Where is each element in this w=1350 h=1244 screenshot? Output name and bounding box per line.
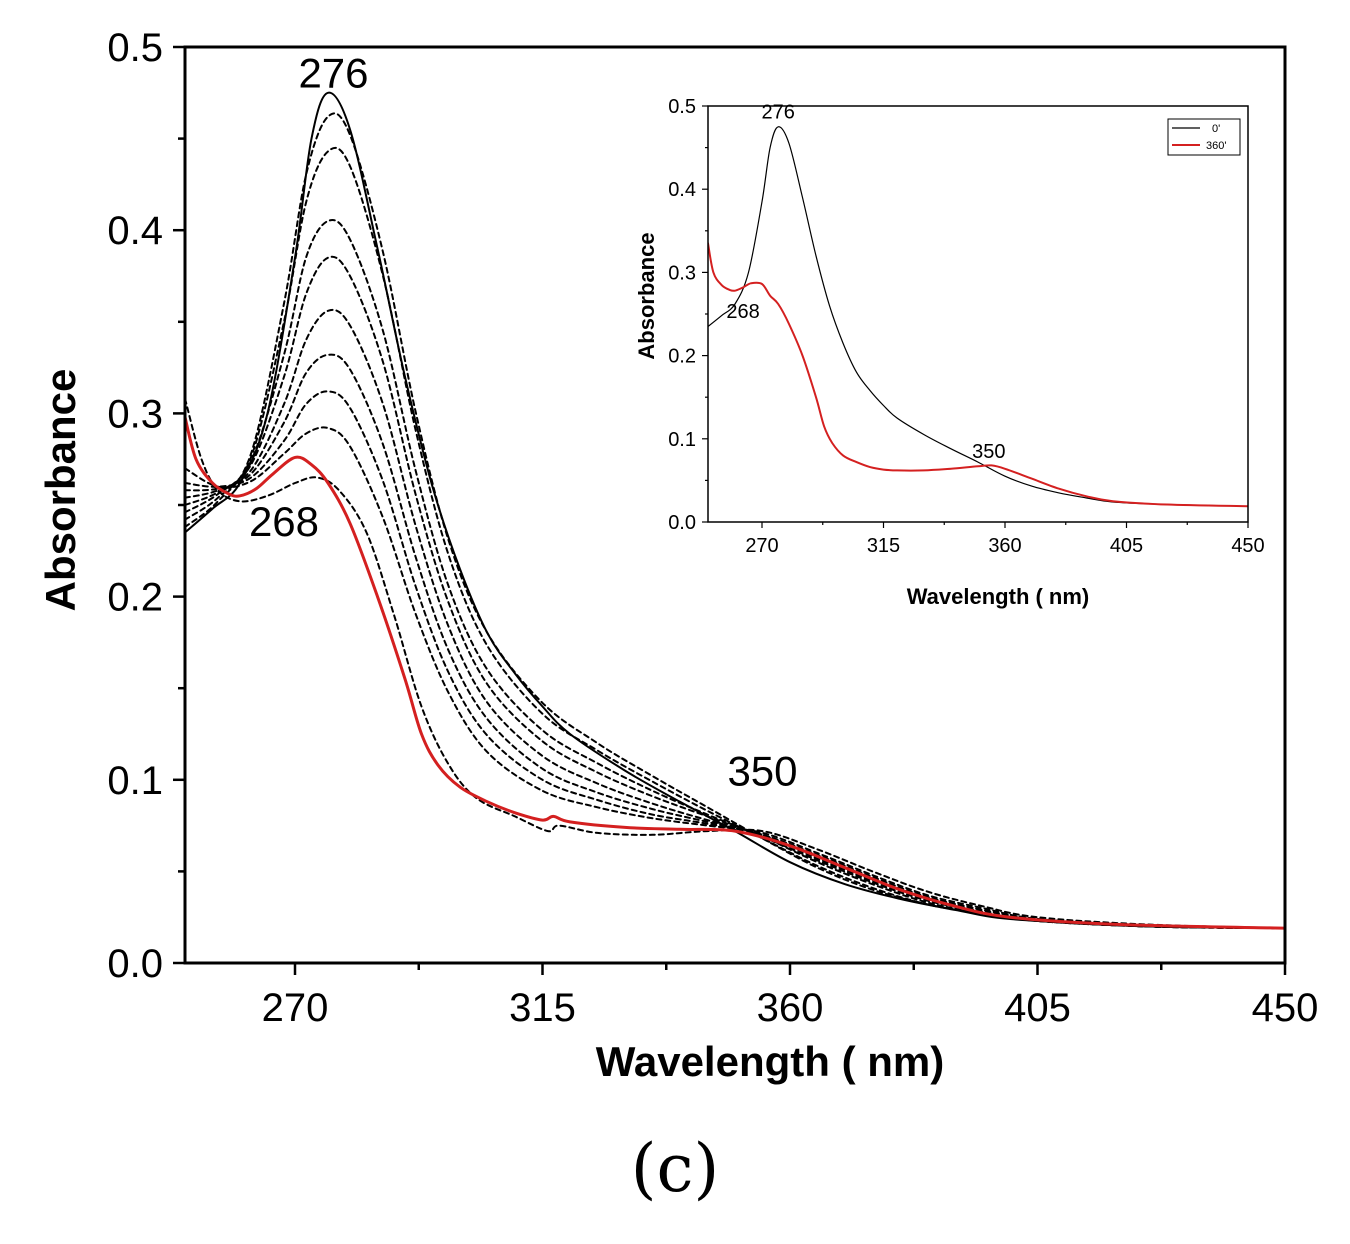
main-series-360-line (185, 415, 1285, 930)
inset-background (708, 106, 1248, 522)
inset-y-tick-label: 0.5 (668, 96, 696, 118)
inset-y-tick-label: 0.2 (668, 346, 696, 368)
inset-chart: 270 315 360 405 450 0.0 0.1 0.2 0.3 0.4 0.5 276 268… (634, 96, 1265, 609)
legend-label-0: 0' (1212, 123, 1220, 135)
main-series-0-line (185, 91, 1285, 930)
inset-y-tick-label: 0.3 (668, 262, 696, 284)
inset-annotations: 276 268 350 (726, 101, 1005, 462)
inset-x-tick-label: 360 (988, 535, 1021, 557)
inset-series-group (708, 126, 1248, 508)
main-y-tick-label: 0.4 (107, 209, 163, 253)
inset-y-axis-label: Absorbance (634, 232, 659, 359)
main-y-tick-label: 0.2 (107, 576, 163, 620)
inset-annotation-276: 276 (762, 101, 795, 123)
inset-x-axis-label: Wavelength ( nm) (907, 584, 1090, 609)
main-axis-ticks: 270 315 360 405 450 0.0 0.1 0.2 0.3 0.4 0.5 (107, 26, 1318, 1030)
main-x-tick-label: 405 (1004, 986, 1071, 1030)
main-x-axis-label: Wavelength ( nm) (596, 1038, 944, 1085)
main-series-t7-line (185, 390, 1285, 930)
main-series-t6-line (185, 353, 1285, 930)
inset-x-tick-label: 270 (745, 535, 778, 557)
inset-axis-ticks: 270 315 360 405 450 0.0 0.1 0.2 0.3 0.4 0.5 (668, 96, 1265, 557)
inset-legend: 0' 360' (1167, 118, 1241, 156)
inset-y-tick-label: 0.1 (668, 429, 696, 451)
inset-x-tick-label: 405 (1110, 535, 1143, 557)
legend-label-1: 360' (1206, 140, 1226, 152)
main-series-t8-line (185, 426, 1285, 930)
main-series-t3-line (185, 219, 1285, 930)
main-annotation-350: 350 (727, 747, 797, 794)
inset-x-tick-label: 315 (867, 535, 900, 557)
main-series-t9-line (185, 397, 1285, 930)
main-y-tick-label: 0.0 (107, 942, 163, 986)
legend-box (1167, 118, 1241, 156)
main-y-tick-label: 0.3 (107, 392, 163, 436)
main-x-tick-label: 315 (509, 986, 576, 1030)
main-chart: 270 315 360 405 450 0.0 0.1 0.2 0.3 0.4 0.5 276 268… (37, 26, 1318, 1085)
main-x-tick-label: 450 (1252, 986, 1319, 1030)
main-annotations: 276 268 350 (249, 49, 798, 794)
main-y-axis-label: Absorbance (37, 369, 84, 612)
main-annotation-268: 268 (249, 498, 319, 545)
main-series-group (185, 91, 1285, 930)
inset-x-tick-label: 450 (1231, 535, 1264, 557)
main-y-tick-label: 0.5 (107, 26, 163, 70)
figure-caption: (c) (630, 1130, 720, 1207)
main-x-tick-label: 270 (262, 986, 329, 1030)
inset-annotation-350: 350 (972, 441, 1005, 463)
inset-y-tick-label: 0.4 (668, 179, 696, 201)
inset-series-360-line (708, 242, 1248, 508)
main-annotation-276: 276 (298, 49, 368, 96)
inset-series-0-line (708, 126, 1248, 507)
main-x-tick-label: 360 (757, 986, 824, 1030)
main-y-tick-label: 0.1 (107, 759, 163, 803)
inset-y-tick-label: 0.0 (668, 512, 696, 534)
inset-annotation-268: 268 (726, 301, 759, 323)
